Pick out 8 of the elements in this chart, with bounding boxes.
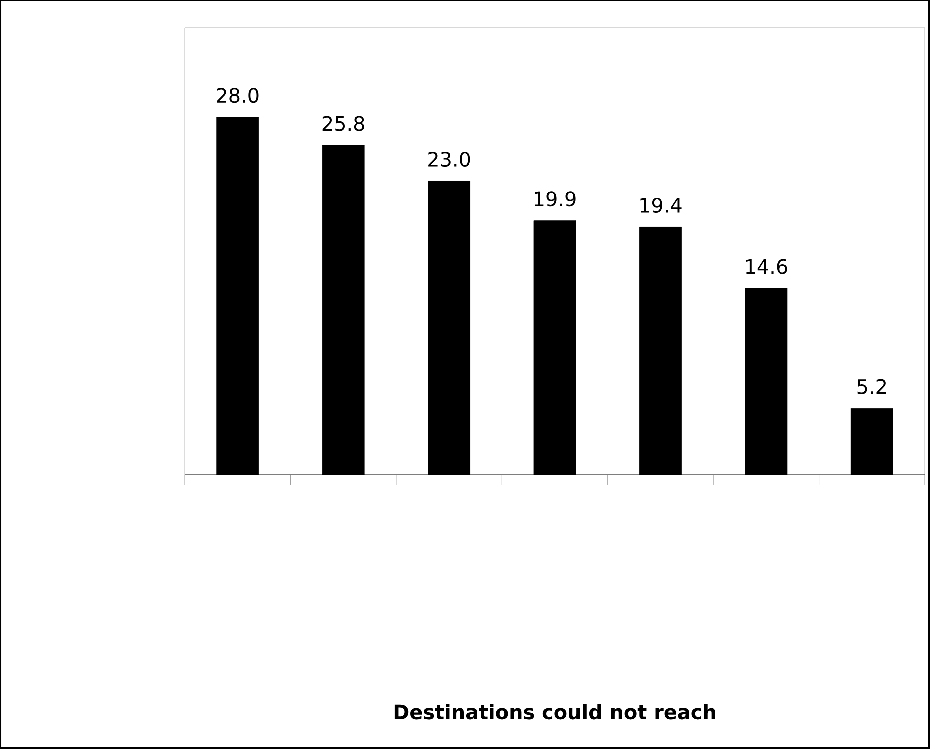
data-label: 5.2 [858, 379, 886, 394]
text: Destinations could not reach [394, 704, 716, 720]
data-label: 28.0 [217, 88, 259, 104]
data-label: 14.6 [746, 259, 788, 274]
data-label: 23.0 [428, 152, 470, 168]
data-label: 19.9 [535, 192, 576, 207]
data-label: 19.4 [640, 198, 682, 214]
data-label: 25.8 [322, 116, 364, 132]
